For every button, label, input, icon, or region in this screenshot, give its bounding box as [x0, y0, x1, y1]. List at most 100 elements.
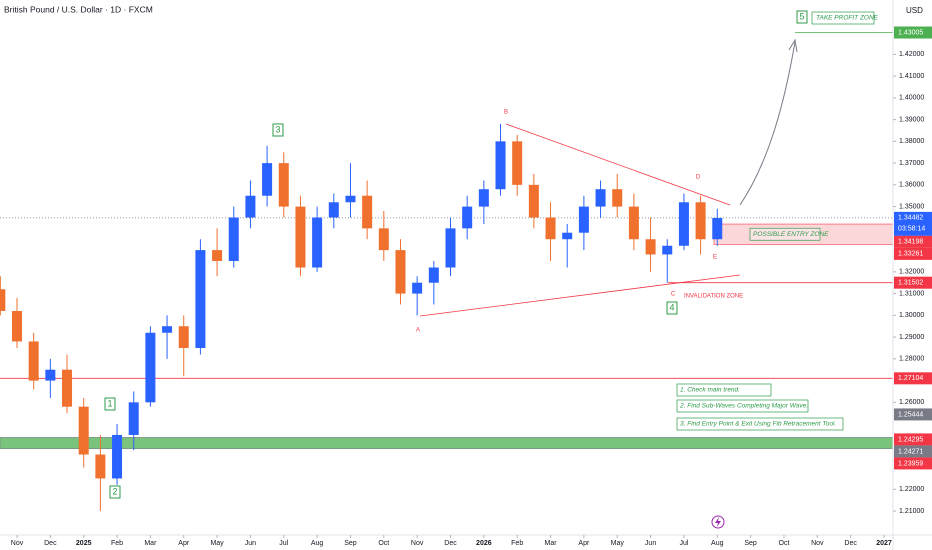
candle-body: [662, 245, 673, 255]
price-label-box: [894, 235, 932, 248]
y-tick-label: 1.42000: [899, 51, 924, 58]
candle-body: [395, 250, 406, 294]
y-tick-label: 1.29000: [899, 334, 924, 341]
note: 1. Check main trend.: [680, 387, 740, 394]
candle-body: [345, 195, 356, 203]
price-label-box: [894, 445, 932, 458]
wave-box: [109, 485, 121, 499]
time-axis-bg: [0, 535, 932, 550]
x-tick-label: Sep: [344, 540, 357, 547]
triangle-lower: [419, 274, 741, 317]
x-tick-label: Nov: [411, 540, 424, 547]
price-label-box: [894, 26, 932, 39]
price-label: 1.34198: [898, 239, 923, 246]
candle-body: [528, 184, 539, 218]
candle-body: [28, 341, 39, 381]
candle-body: [112, 434, 123, 479]
candle-body: [712, 217, 723, 240]
take-profit-label: TAKE PROFIT ZONE: [816, 15, 879, 22]
wave-label: 5: [799, 11, 804, 21]
x-tick-label: Mar: [545, 540, 558, 547]
x-tick-label: Jun: [245, 540, 256, 547]
candle-body: [312, 217, 323, 268]
x-tick-label: Nov: [811, 540, 824, 547]
x-tick-label: Aug: [711, 540, 724, 547]
x-tick-label: Jun: [645, 540, 656, 547]
note-box: [676, 399, 809, 413]
price-label-box: [894, 211, 932, 236]
chart-title: British Pound / U.S. Dollar · 1D · FXCM: [4, 4, 153, 14]
price-label: 1.34482: [898, 215, 923, 222]
candle-body: [678, 202, 689, 246]
x-tick-label: May: [210, 540, 224, 547]
y-tick-label: 1.41000: [899, 73, 924, 80]
y-tick-label: 1.22000: [899, 486, 924, 493]
wave-box: [272, 123, 284, 137]
note: 2. Find Sub-Waves Completing Major Wave.: [679, 403, 808, 410]
candle-body: [128, 402, 139, 435]
y-tick-label: 1.28000: [899, 356, 924, 363]
wave-box: [666, 301, 678, 315]
y-tick-label: 1.31000: [899, 290, 924, 297]
candle-body: [462, 206, 473, 229]
candle-body: [95, 454, 106, 479]
price-label: 1.33261: [898, 251, 923, 258]
x-tick-label: Dec: [844, 540, 857, 547]
price-label: 1.27104: [898, 375, 923, 382]
candle-body: [378, 228, 389, 251]
candle-body: [595, 189, 606, 207]
countdown: 03:58:14: [898, 226, 925, 233]
candle-body: [578, 206, 589, 233]
x-tick-label: Dec: [44, 540, 57, 547]
x-tick-label: Jul: [279, 540, 288, 547]
y-tick-label: 1.32000: [899, 269, 924, 276]
x-tick-label: Dec: [444, 540, 457, 547]
note: 3. Find Entry Point & Exit Using Fib Ret…: [680, 421, 836, 428]
price-label-box: [894, 408, 932, 421]
entry-zone-label: POSSIBLE ENTRY ZONE: [753, 231, 829, 238]
x-tick-label: Feb: [111, 540, 123, 547]
note-box: [676, 417, 844, 431]
candle-body: [628, 206, 639, 240]
x-tick-label: Oct: [779, 540, 790, 547]
candle-body: [428, 267, 439, 283]
take-profit-box: [811, 11, 875, 25]
x-tick-label: Nov: [11, 540, 24, 547]
point-label: E: [713, 255, 717, 261]
candle-body: [212, 250, 223, 261]
x-tick-label: Mar: [144, 540, 157, 547]
candle-body: [262, 163, 273, 196]
y-tick-label: 1.35000: [899, 203, 924, 210]
triangle-upper: [505, 123, 731, 206]
candle-body: [62, 369, 73, 407]
price-label-box: [894, 247, 932, 260]
price-label-box: [894, 276, 932, 289]
candle-body: [478, 189, 489, 207]
candle-body: [245, 195, 256, 218]
arrow-head: [788, 38, 798, 53]
candle-body: [295, 206, 306, 268]
price-label: 1.24271: [898, 448, 923, 455]
point-label: A: [416, 328, 420, 334]
candle-body: [12, 310, 23, 342]
candle-body: [0, 289, 6, 311]
y-tick-label: 1.21000: [899, 508, 924, 515]
wave-box: [796, 10, 808, 24]
entry-zone-label-box: [749, 227, 821, 241]
point-label: B: [504, 110, 508, 116]
events-bolt: [715, 517, 721, 527]
note-box: [676, 383, 772, 397]
x-tick-label: Apr: [578, 540, 590, 547]
x-tick-label: Apr: [178, 540, 190, 547]
price-label-box: [894, 372, 932, 385]
price-label: 1.24295: [898, 436, 923, 443]
x-tick-label: Oct: [378, 540, 389, 547]
candle-body: [445, 228, 456, 268]
y-tick-label: 1.38000: [899, 138, 924, 145]
x-tick-label: 2027: [876, 540, 892, 547]
price-label-box: [894, 433, 932, 446]
